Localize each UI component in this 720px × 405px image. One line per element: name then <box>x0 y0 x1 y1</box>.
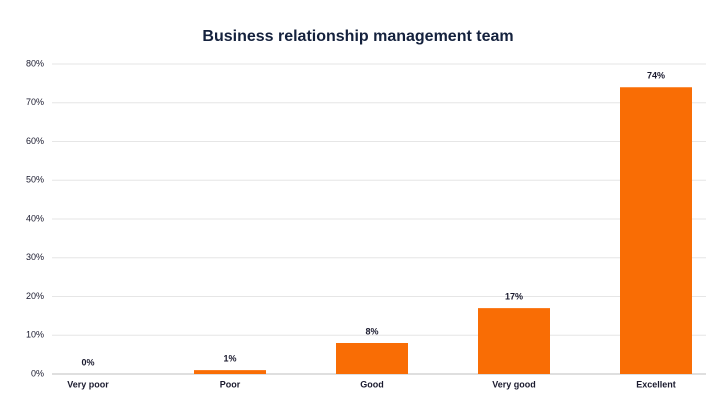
bar <box>478 308 550 374</box>
y-tick-label: 30% <box>26 252 44 262</box>
y-tick-label: 40% <box>26 213 44 223</box>
y-tick-label: 80% <box>26 58 44 68</box>
x-tick-label: Very good <box>492 379 536 389</box>
x-tick-label: Excellent <box>636 379 676 389</box>
value-label: 0% <box>81 357 94 367</box>
x-tick-label: Good <box>360 379 384 389</box>
bar <box>336 343 408 374</box>
y-tick-label: 10% <box>26 330 44 340</box>
y-tick-label: 70% <box>26 97 44 107</box>
bar <box>194 370 266 374</box>
value-label: 8% <box>365 326 378 336</box>
chart-title: Business relationship management team <box>202 28 513 45</box>
value-label: 17% <box>505 292 523 302</box>
x-tick-label: Very poor <box>67 379 109 389</box>
y-tick-label: 0% <box>31 368 44 378</box>
value-label: 74% <box>647 71 665 81</box>
y-tick-label: 20% <box>26 291 44 301</box>
value-label: 1% <box>223 354 236 364</box>
y-tick-label: 60% <box>26 136 44 146</box>
y-tick-label: 50% <box>26 175 44 185</box>
x-tick-label: Poor <box>220 379 241 389</box>
bar <box>620 87 692 374</box>
